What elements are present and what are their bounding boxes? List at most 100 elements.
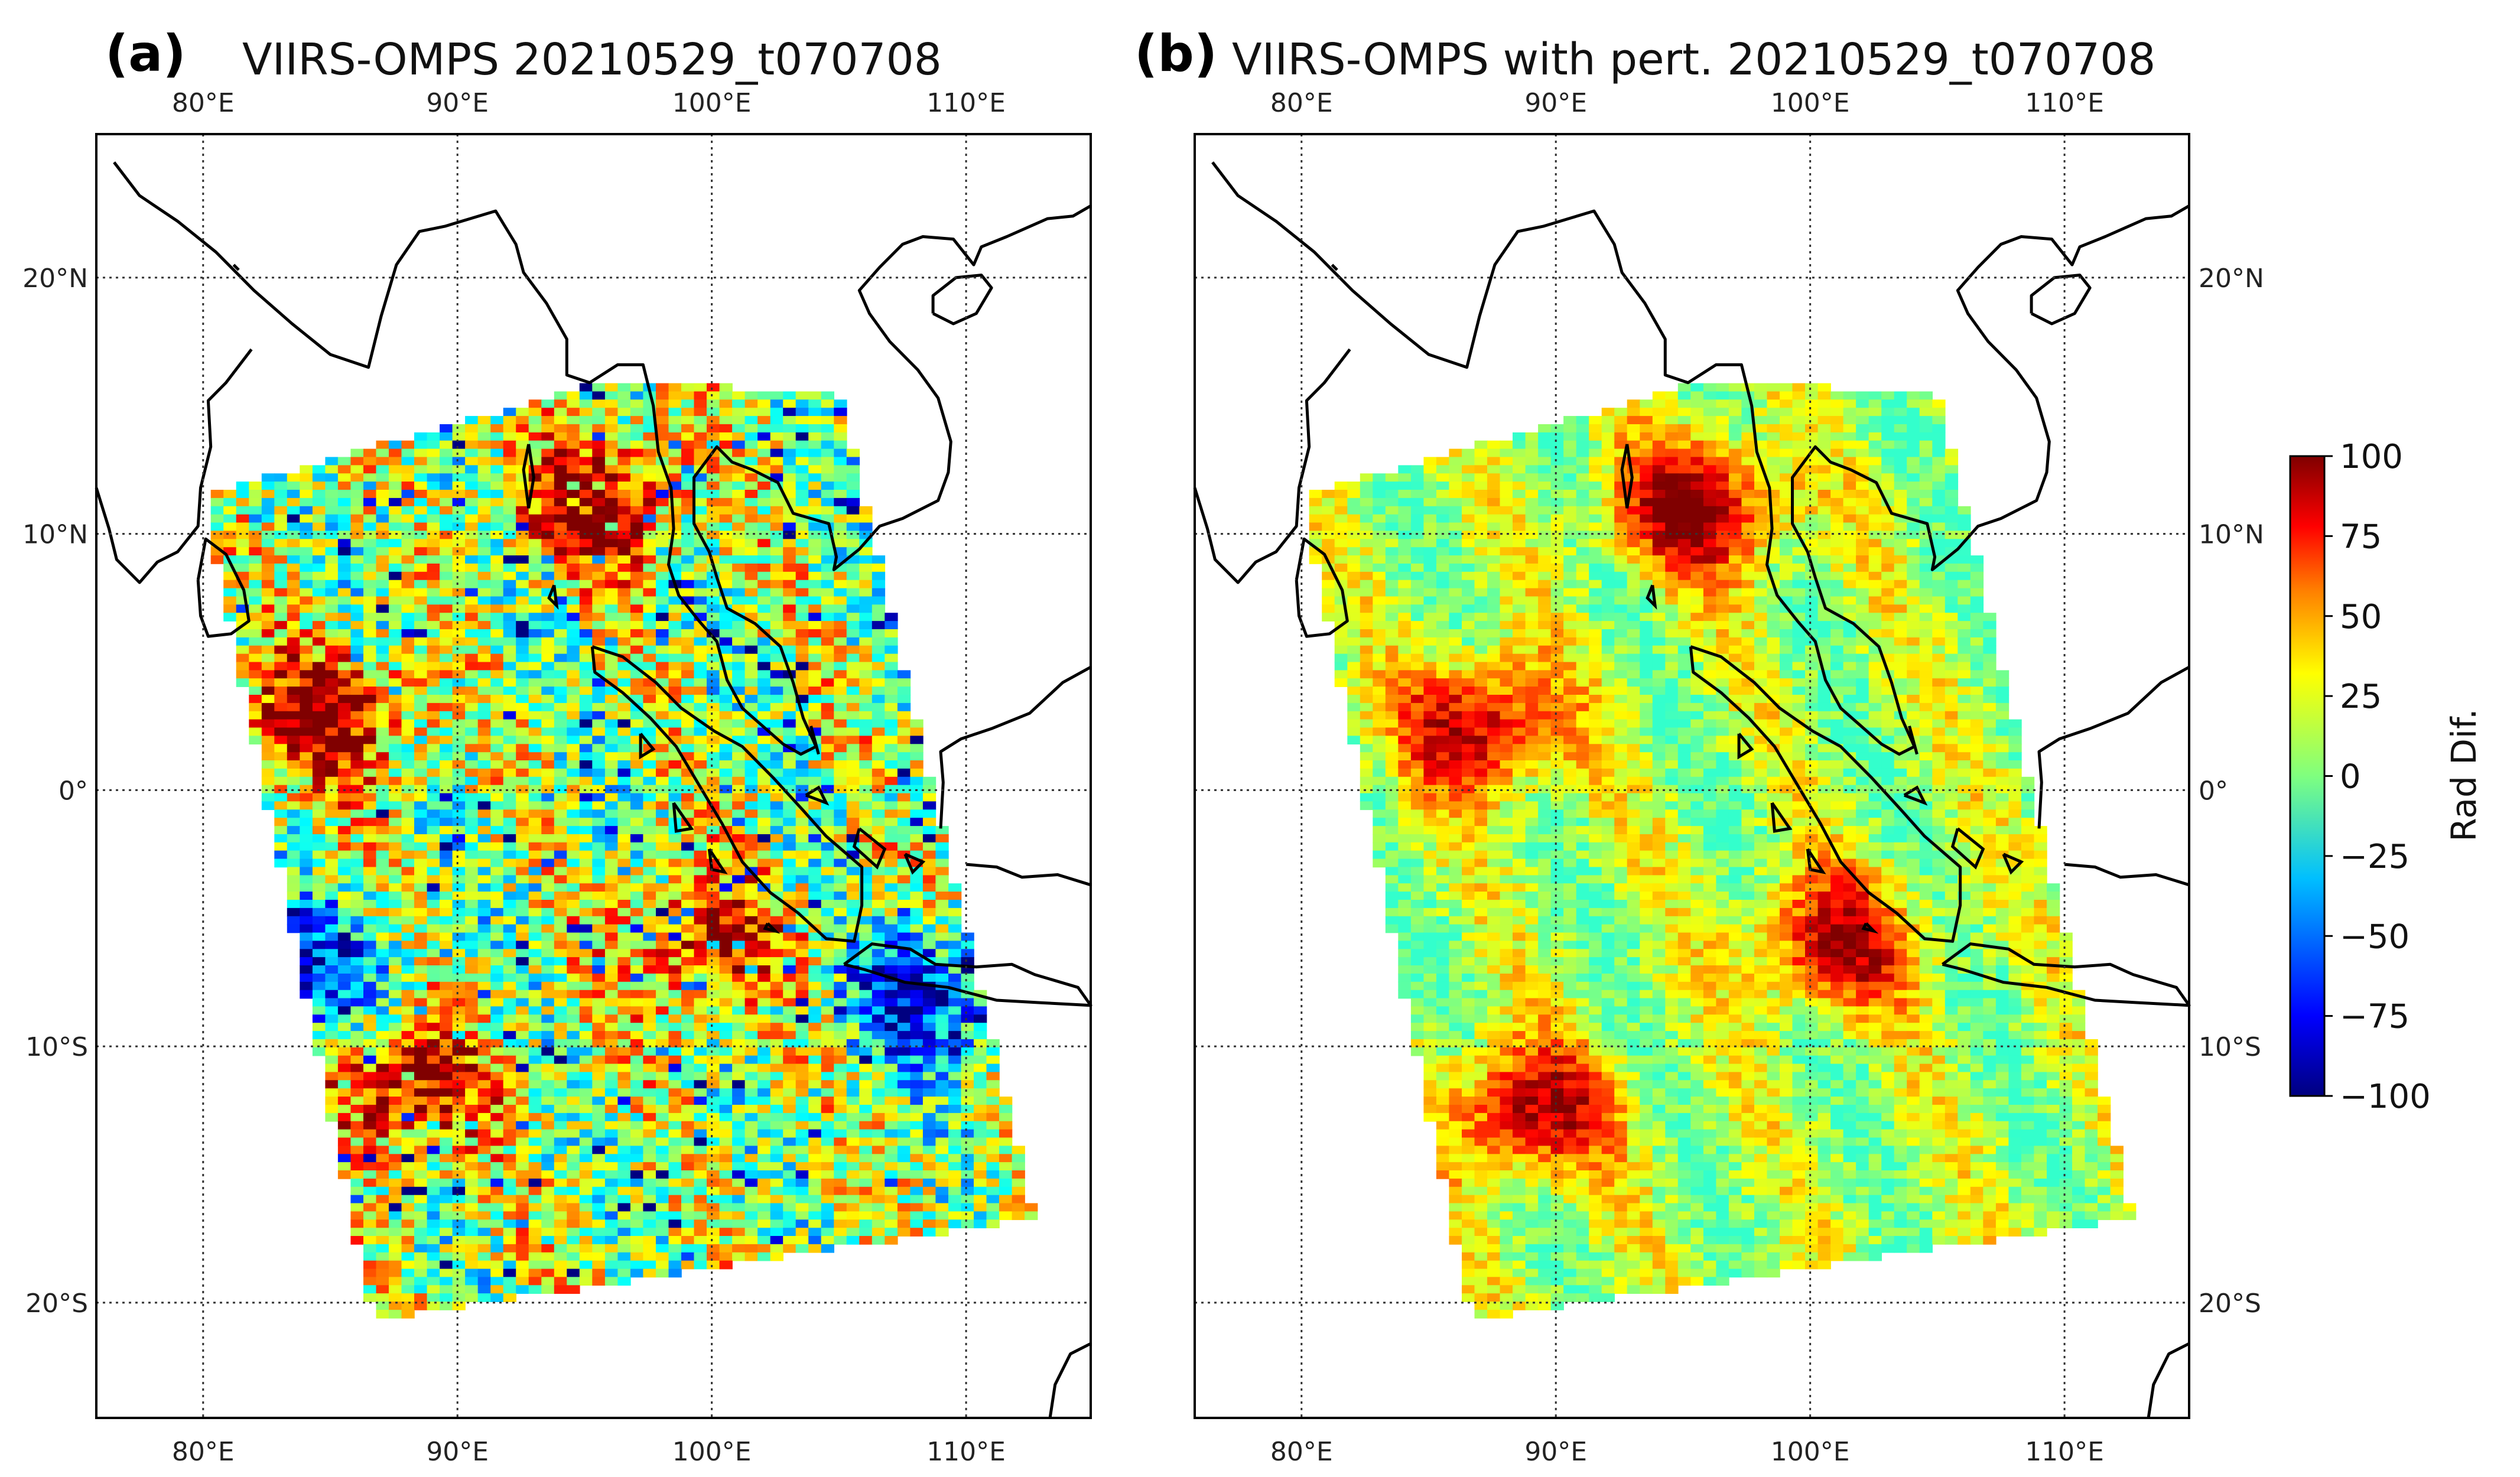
heatmap-cell [744, 1137, 758, 1147]
heatmap-cell [236, 490, 249, 499]
heatmap-cell [300, 793, 313, 802]
heatmap-cell [579, 1055, 593, 1065]
heatmap-cell [935, 1080, 949, 1089]
heatmap-cell [376, 973, 389, 983]
heatmap-cell [440, 531, 453, 540]
heatmap-cell [579, 1105, 593, 1114]
heatmap-cell [389, 834, 402, 843]
heatmap-cell [452, 850, 466, 860]
heatmap-cell [567, 678, 580, 687]
heatmap-cell [554, 965, 568, 974]
heatmap-cell [668, 990, 682, 999]
heatmap-cell [783, 1023, 796, 1032]
heatmap-cell [719, 391, 733, 401]
heatmap-cell [554, 1039, 568, 1048]
heatmap-cell [274, 497, 288, 507]
heatmap-cell [617, 711, 631, 720]
heatmap-cell [579, 801, 593, 811]
heatmap-cell [795, 1162, 809, 1171]
heatmap-cell [363, 457, 377, 466]
heatmap-cell [948, 892, 962, 900]
heatmap-cell [592, 1088, 606, 1097]
heatmap-cell [592, 957, 606, 966]
heatmap-cell [732, 522, 746, 532]
heatmap-cell [630, 1121, 644, 1130]
heatmap-cell [465, 768, 479, 777]
heatmap-cell [490, 941, 504, 950]
heatmap-cell [261, 719, 275, 728]
heatmap-cell [300, 981, 313, 991]
heatmap-cell [287, 596, 301, 606]
heatmap-cell [821, 809, 834, 818]
heatmap-cell [592, 629, 606, 638]
heatmap-cell [617, 1047, 631, 1056]
heatmap-cell [363, 522, 377, 532]
heatmap-cell [770, 539, 783, 548]
heatmap-cell [427, 473, 440, 482]
heatmap-cell [414, 858, 428, 868]
heatmap-cell [490, 621, 504, 630]
heatmap-cell [579, 514, 593, 523]
heatmap-cell [630, 399, 644, 408]
heatmap-cell [376, 826, 389, 835]
heatmap-cell [872, 875, 886, 884]
heatmap-cell [656, 482, 669, 490]
heatmap-cell [363, 941, 377, 950]
heatmap-cell [808, 1014, 822, 1023]
heatmap-cell [872, 907, 886, 917]
heatmap-cell [897, 1137, 911, 1147]
heatmap-cell [910, 1039, 924, 1048]
heatmap-cell [503, 1063, 516, 1073]
heatmap-cell [516, 1006, 529, 1016]
heatmap-cell [363, 555, 377, 564]
heatmap-cell [783, 448, 796, 458]
heatmap-cell [834, 580, 847, 589]
heatmap-cell [363, 1129, 377, 1138]
heatmap-cell [401, 998, 415, 1007]
heatmap-cell [783, 457, 796, 466]
heatmap-cell [961, 1154, 974, 1163]
heatmap-cell [821, 867, 834, 876]
heatmap-cell [834, 596, 847, 606]
heatmap-cell [808, 834, 822, 843]
heatmap-cell [427, 670, 440, 679]
heatmap-cell [604, 907, 619, 917]
heatmap-cell [541, 932, 555, 942]
heatmap-cell [414, 522, 428, 532]
heatmap-cell [389, 514, 402, 523]
heatmap-cell [465, 1088, 479, 1097]
heatmap-cell [821, 1137, 834, 1147]
heatmap-cell [719, 883, 733, 892]
heatmap-cell [312, 834, 326, 843]
heatmap-cell [757, 604, 771, 613]
heatmap-cell [541, 1112, 555, 1122]
heatmap-cell [694, 875, 707, 884]
heatmap-cell [579, 858, 593, 868]
heatmap-cell [770, 670, 783, 679]
heatmap-cell [465, 1195, 479, 1204]
heatmap-cell [541, 875, 555, 884]
heatmap-cell [757, 547, 771, 556]
heatmap-cell [859, 1023, 873, 1032]
heatmap-cell [643, 662, 656, 671]
heatmap-cell [592, 440, 606, 450]
heatmap-cell [567, 1031, 580, 1040]
heatmap-cell [757, 744, 771, 753]
heatmap-cell [999, 1162, 1013, 1171]
heatmap-cell [287, 613, 301, 622]
heatmap-cell [935, 1031, 949, 1040]
heatmap-cell [757, 1105, 771, 1114]
heatmap-cell [541, 736, 555, 745]
heatmap-cell [274, 801, 288, 811]
heatmap-cell [350, 522, 364, 532]
heatmap-cell [808, 1129, 822, 1138]
heatmap-cell [490, 457, 504, 466]
heatmap-cell [795, 1129, 809, 1138]
heatmap-cell [961, 932, 974, 942]
heatmap-cell [719, 555, 733, 564]
heatmap-cell [783, 1072, 796, 1081]
heatmap-cell [541, 867, 555, 876]
heatmap-cell [490, 448, 504, 458]
heatmap-cell [732, 563, 746, 572]
heatmap-cell [325, 473, 339, 482]
